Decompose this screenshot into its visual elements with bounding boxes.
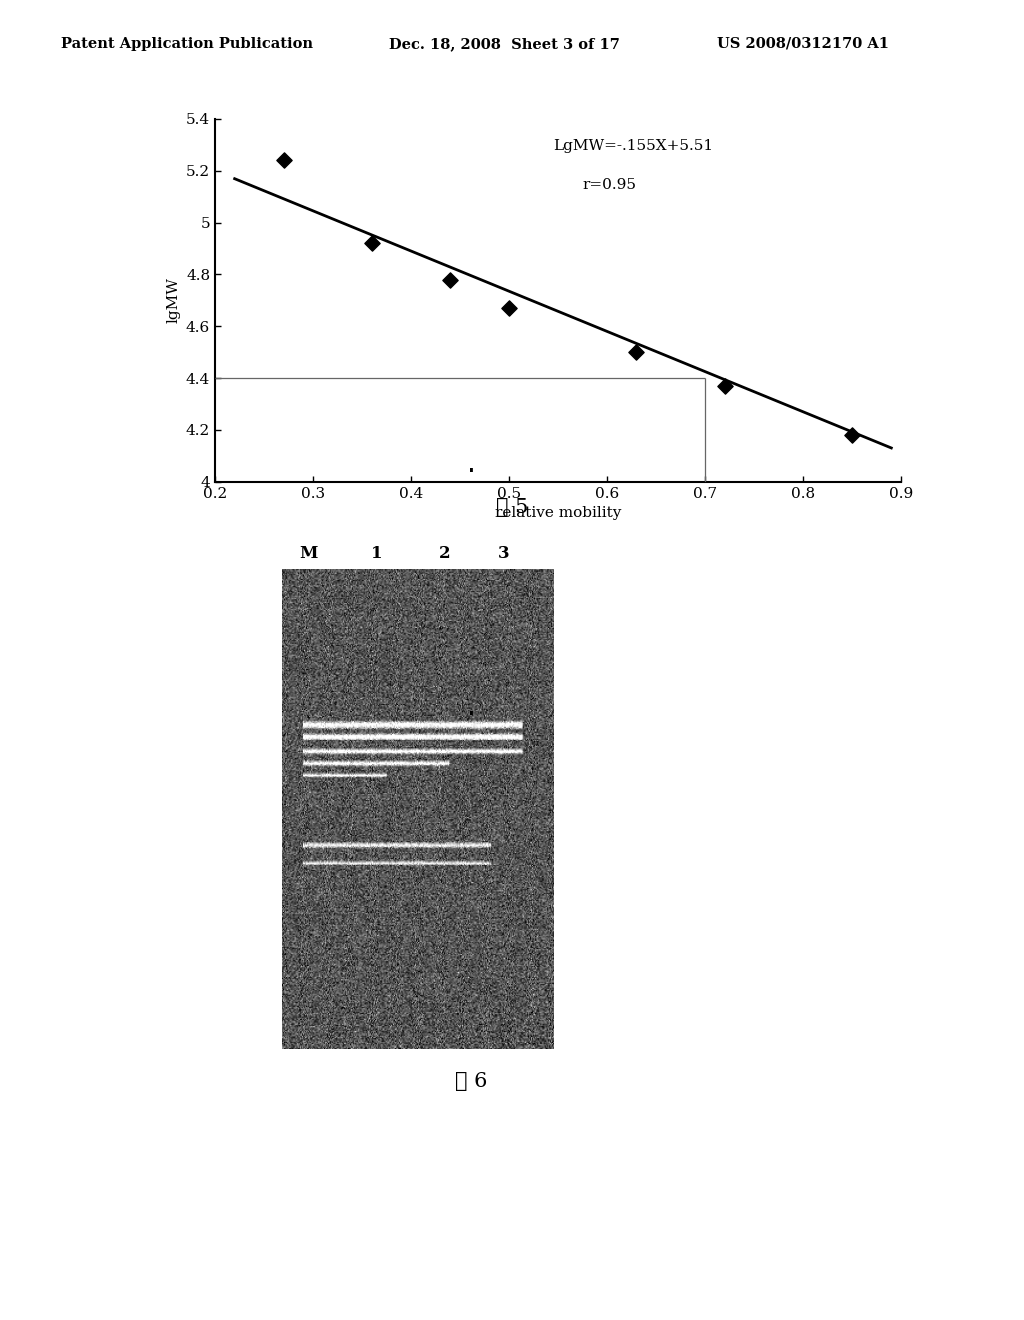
Point bbox=[501, 297, 517, 318]
Text: US 2008/0312170 A1: US 2008/0312170 A1 bbox=[717, 37, 889, 51]
Point bbox=[844, 425, 860, 446]
Point bbox=[717, 375, 733, 396]
Text: ·: · bbox=[467, 458, 475, 487]
Y-axis label: lgMW: lgMW bbox=[166, 277, 180, 323]
Point bbox=[364, 232, 380, 253]
Text: Dec. 18, 2008  Sheet 3 of 17: Dec. 18, 2008 Sheet 3 of 17 bbox=[389, 37, 620, 51]
Text: 1: 1 bbox=[371, 545, 382, 562]
Text: M: M bbox=[300, 545, 317, 562]
Text: 3: 3 bbox=[499, 545, 510, 562]
Point bbox=[629, 342, 645, 363]
Point bbox=[275, 149, 292, 170]
Text: 图 6: 图 6 bbox=[455, 1072, 487, 1090]
Text: 2: 2 bbox=[438, 545, 451, 562]
Text: LgMW=-.155X+5.51: LgMW=-.155X+5.51 bbox=[553, 139, 714, 153]
Text: 图 5: 图 5 bbox=[496, 498, 528, 516]
X-axis label: relative mobility: relative mobility bbox=[495, 506, 622, 520]
Point bbox=[442, 269, 459, 290]
Text: ·: · bbox=[467, 701, 475, 730]
Text: r=0.95: r=0.95 bbox=[583, 178, 637, 191]
Text: Patent Application Publication: Patent Application Publication bbox=[61, 37, 313, 51]
